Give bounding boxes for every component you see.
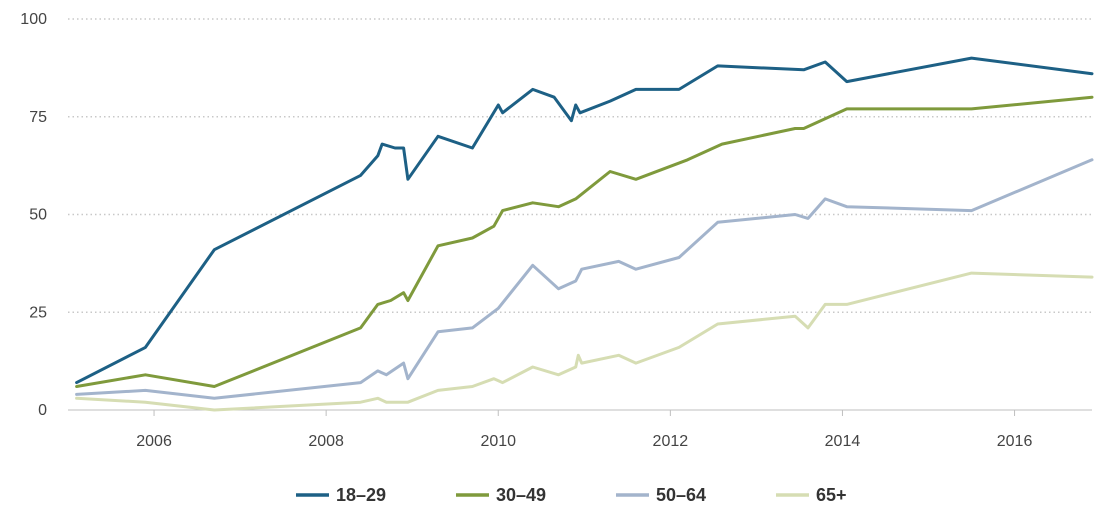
legend-label: 65+ [816,485,847,505]
series-line-3 [75,158,1094,400]
x-tick-label: 2008 [308,433,344,450]
y-tick-label: 75 [29,109,47,126]
legend-label: 30–49 [496,485,546,505]
x-tick-label: 2016 [997,433,1033,450]
x-tick-label: 2006 [136,433,172,450]
y-tick-label: 25 [29,304,47,321]
x-tick-label: 2010 [480,433,516,450]
series-line-2 [75,95,1094,388]
x-tick-label: 2012 [653,433,689,450]
series-line-4 [75,271,1094,412]
y-axis-tick-labels: 0 25 50 75 100 [20,11,47,419]
legend: 18–29 30–49 50–64 65+ [296,485,847,505]
legend-label: 50–64 [656,485,706,505]
y-tick-label: 0 [38,402,47,419]
y-tick-label: 50 [29,207,47,224]
x-tick-label: 2014 [825,433,861,450]
series-lines [75,56,1094,412]
legend-label: 18–29 [336,485,386,505]
series-line-1 [75,56,1094,385]
x-axis-tick-labels: 2006 2008 2010 2012 2014 2016 [136,433,1032,450]
y-tick-label: 100 [20,11,47,28]
